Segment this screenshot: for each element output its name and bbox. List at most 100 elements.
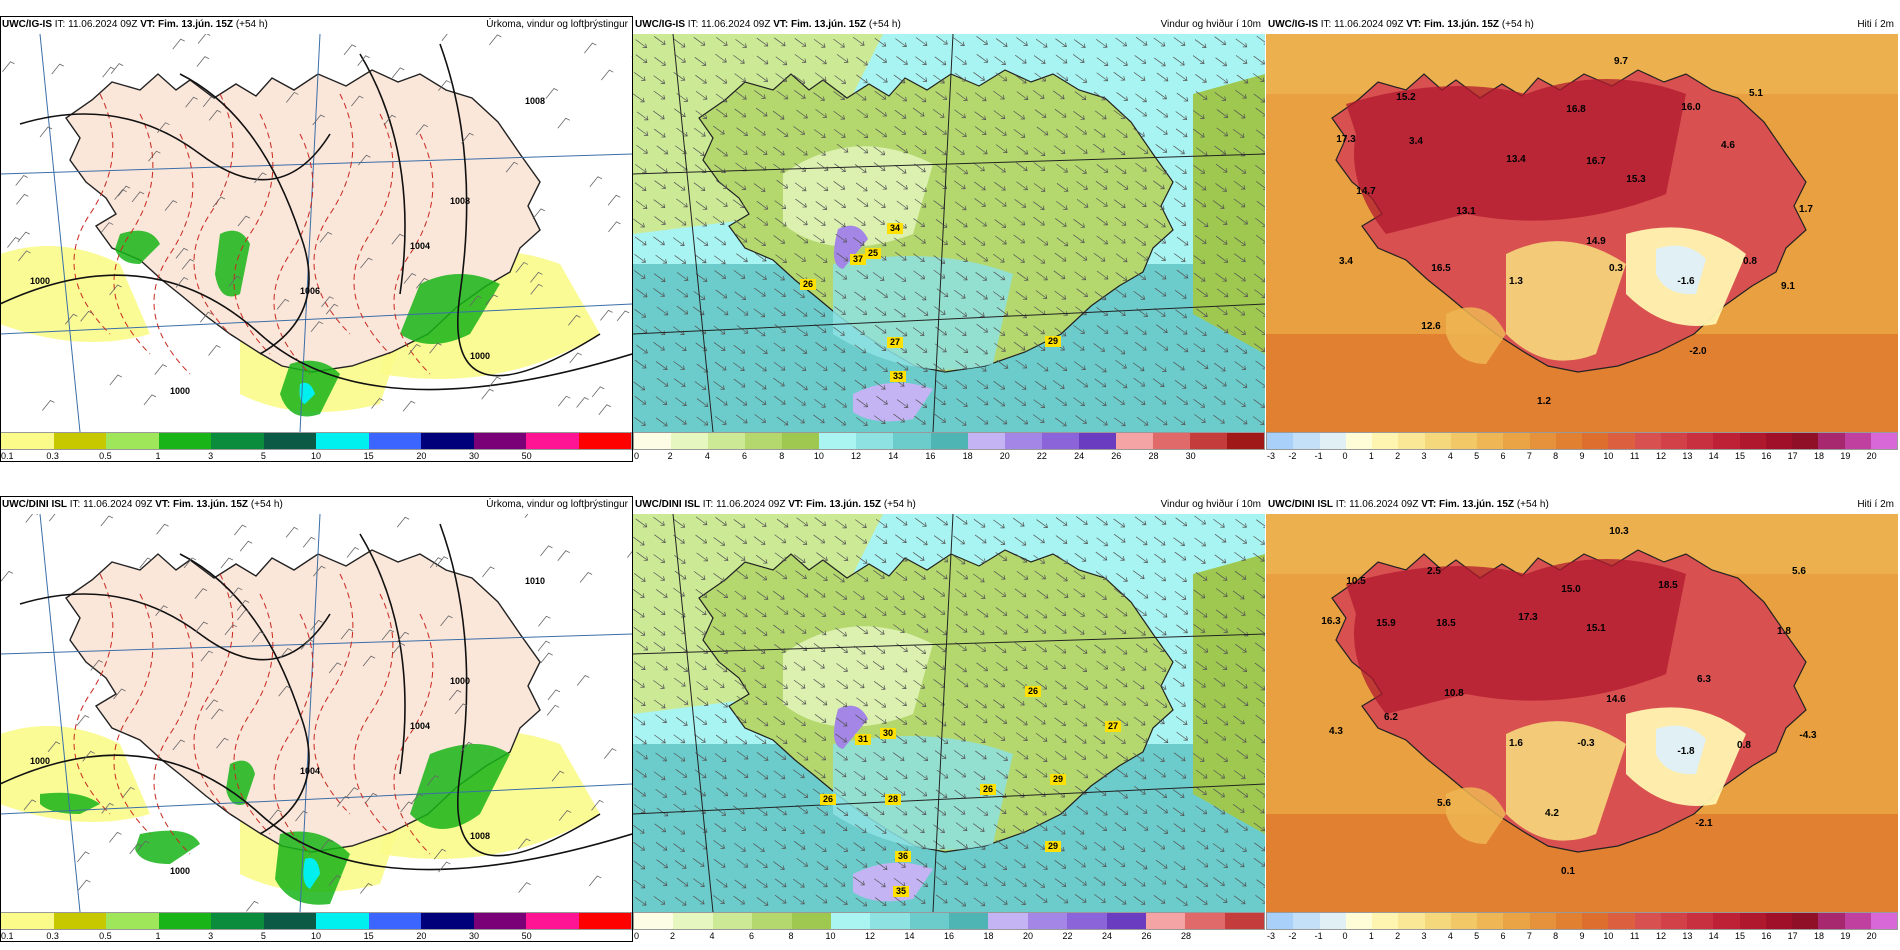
wind-arrow <box>1176 343 1189 353</box>
wind-arrow <box>1255 129 1265 139</box>
colorbar-swatch <box>106 433 159 449</box>
lead-time: (+54 h) <box>868 19 901 30</box>
wind-arrow <box>1113 533 1126 543</box>
wind-arrow <box>1116 752 1129 761</box>
wind-arrow <box>654 534 666 544</box>
wind-arrow <box>994 197 1007 207</box>
wind-barb <box>194 588 208 599</box>
wind-arrow <box>955 515 968 525</box>
wind-arrow <box>1076 535 1088 544</box>
wind-arrow <box>993 570 1006 580</box>
isotherm-line <box>393 613 434 855</box>
wind-barb <box>216 737 229 749</box>
colorbar-swatch <box>1529 433 1556 449</box>
wind-arrow <box>1174 217 1187 226</box>
wind-barb <box>47 741 61 753</box>
wind-arrow <box>935 326 947 336</box>
temp-label: 4.3 <box>1329 726 1343 737</box>
temp-colorbar: -3 -2 -1 0 1 2 3 4 5 6 7 8 9 10 11 12 13 14 15 16 17 18 19 20 <box>1266 432 1898 462</box>
wind-barb <box>155 605 168 616</box>
wind-arrow <box>1232 804 1245 813</box>
wind-arrow <box>914 415 926 425</box>
wind-arrow <box>1134 516 1147 526</box>
wind-arrow <box>955 307 968 317</box>
wind-arrow <box>1233 895 1246 905</box>
wind-arrow <box>835 822 848 832</box>
wind-arrow <box>1135 643 1148 653</box>
wind-arrow <box>855 306 868 315</box>
wind-arrow <box>1013 216 1026 226</box>
temp-label: 16.5 <box>1431 263 1451 274</box>
wind-arrow <box>775 73 788 82</box>
wind-arrow <box>1133 128 1145 137</box>
wind-arrow <box>914 645 927 655</box>
temp-area <box>1446 787 1506 844</box>
wind-arrow <box>1135 341 1147 351</box>
wind-arrow <box>653 273 666 282</box>
precip-area <box>0 726 150 822</box>
wind-arrow <box>755 822 768 831</box>
colorbar-swatch <box>1224 913 1264 929</box>
wind-arrow <box>756 591 769 600</box>
colorbar-tick-label: 1 <box>1368 451 1374 461</box>
wind-arrow <box>976 345 988 355</box>
wind-barb <box>51 63 64 75</box>
wind-arrow <box>775 735 788 744</box>
wind-barb <box>295 810 308 822</box>
wind-arrow <box>974 198 986 207</box>
colorbar-swatch <box>368 913 421 929</box>
wind-barb <box>229 587 243 599</box>
wind-arrow <box>1192 753 1205 762</box>
wind-arrow <box>1072 341 1085 351</box>
isobar-line <box>0 274 632 391</box>
wind-arrow <box>1215 894 1228 903</box>
wind-arrow <box>1233 198 1246 208</box>
wind-arrow <box>1013 129 1026 138</box>
wind-arrow <box>1253 857 1265 867</box>
colorbar-tick-label: 30 <box>1185 451 1196 461</box>
wind-arrow <box>996 752 1008 761</box>
wind-arrow <box>635 288 648 298</box>
colorbar-tick-label: 20 <box>1866 931 1877 941</box>
wind-arrow <box>1133 843 1146 852</box>
colorbar-tick-label: 18 <box>962 451 973 461</box>
wind-arrow <box>974 111 987 121</box>
wind-arrow <box>814 129 826 138</box>
wind-arrow <box>1074 858 1086 868</box>
colorbar-tick-label: 13 <box>1682 451 1693 461</box>
wind-arrow <box>1073 570 1086 580</box>
wind-arrow <box>1174 290 1187 299</box>
wind-arrow <box>1053 270 1066 280</box>
wind-arrow <box>1215 272 1227 282</box>
wind-arrow <box>836 54 849 63</box>
wind-arrow <box>996 661 1008 671</box>
colorbar-tick-label: 9 <box>1579 451 1585 461</box>
wind-arrow <box>916 307 929 316</box>
wind-arrow <box>1113 588 1126 597</box>
wind-arrow <box>854 291 866 301</box>
wind-arrow <box>675 769 688 778</box>
wind-arrow <box>1035 822 1048 831</box>
panel-title: Úrkoma, vindur og loftþrýstingur <box>486 19 628 30</box>
wind-arrow <box>953 146 965 155</box>
wind-arrow <box>716 147 728 157</box>
colorbar-swatch <box>1765 433 1792 449</box>
wind-arrow <box>915 399 928 408</box>
wind-arrow <box>634 182 647 192</box>
wind-arrow <box>973 734 986 743</box>
wind-arrow <box>754 518 767 527</box>
wind-arrow <box>835 627 847 637</box>
wind-arrow <box>953 535 965 545</box>
wind-arrow <box>975 714 988 724</box>
wind-arrow <box>994 342 1006 352</box>
wind-arrow <box>794 695 807 705</box>
wind-arrow <box>754 735 767 744</box>
temp-label: 13.1 <box>1456 206 1476 217</box>
colorbar-tick-label: 50 <box>521 451 532 461</box>
wind-arrow <box>756 216 769 226</box>
wind-arrow <box>1195 786 1207 796</box>
wind-arrow <box>1156 324 1168 334</box>
colorbar-swatch <box>1634 913 1661 929</box>
wind-arrow <box>775 660 787 670</box>
label-box <box>887 223 903 234</box>
